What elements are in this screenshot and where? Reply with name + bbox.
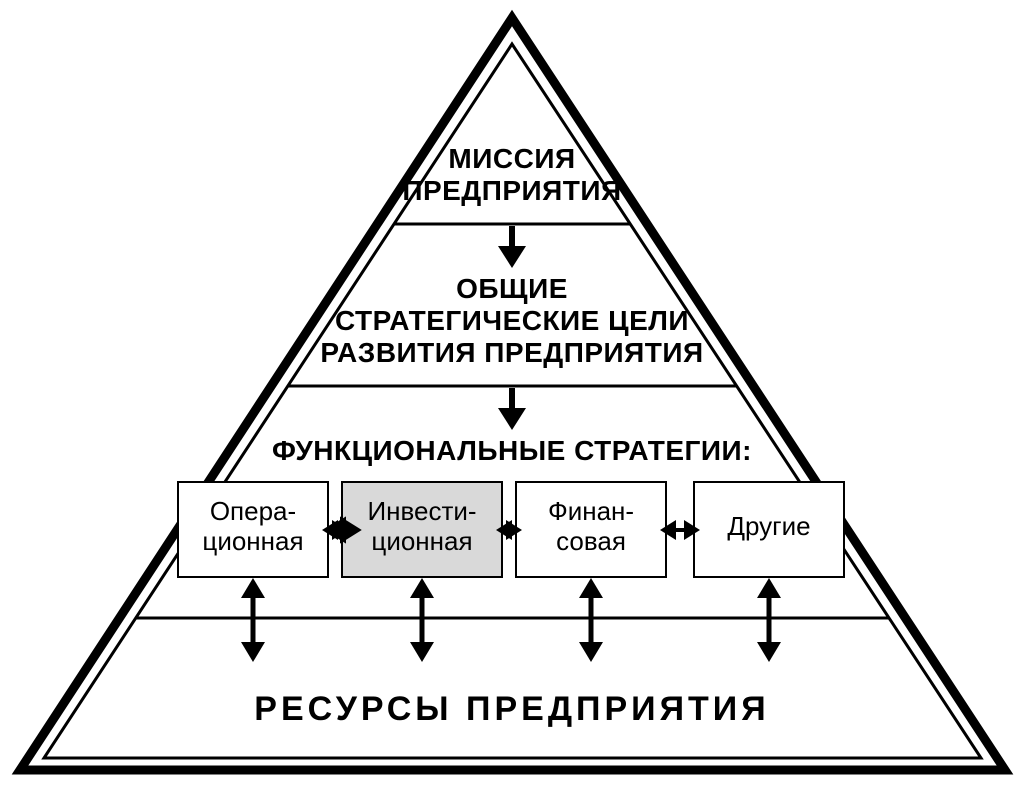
box-operational-line2: ционная xyxy=(202,526,303,556)
box-financial-line2: совая xyxy=(556,526,626,556)
v-arrow-2 xyxy=(410,578,434,662)
tier4-label: РЕСУРСЫ ПРЕДПРИЯТИЯ xyxy=(254,690,769,728)
pyramid-diagram: МИССИЯ ПРЕДПРИЯТИЯ ОБЩИЕ СТРАТЕГИЧЕСКИЕ … xyxy=(0,0,1025,788)
tier2-line1: ОБЩИЕ xyxy=(456,273,568,304)
v-arrow-1 xyxy=(241,578,265,662)
box-other-line1: Другие xyxy=(727,511,810,541)
down-arrow-1 xyxy=(498,226,526,268)
box-investment-line2: ционная xyxy=(371,526,472,556)
tier2-line2: СТРАТЕГИЧЕСКИЕ ЦЕЛИ xyxy=(335,305,689,336)
v-arrow-3 xyxy=(579,578,603,662)
box-operational-line1: Опера- xyxy=(210,496,296,526)
v-arrow-4 xyxy=(757,578,781,662)
tier1-line2: ПРЕДПРИЯТИЯ xyxy=(402,175,621,206)
box-financial-line1: Финан- xyxy=(548,496,634,526)
box-investment-line1: Инвести- xyxy=(367,496,476,526)
vertical-double-arrows xyxy=(241,578,781,662)
tier1-line1: МИССИЯ xyxy=(448,143,575,174)
tier2-line3: РАЗВИТИЯ ПРЕДПРИЯТИЯ xyxy=(320,337,703,368)
down-arrow-2 xyxy=(498,388,526,430)
tier3-title: ФУНКЦИОНАЛЬНЫЕ СТРАТЕГИИ: xyxy=(272,435,752,466)
